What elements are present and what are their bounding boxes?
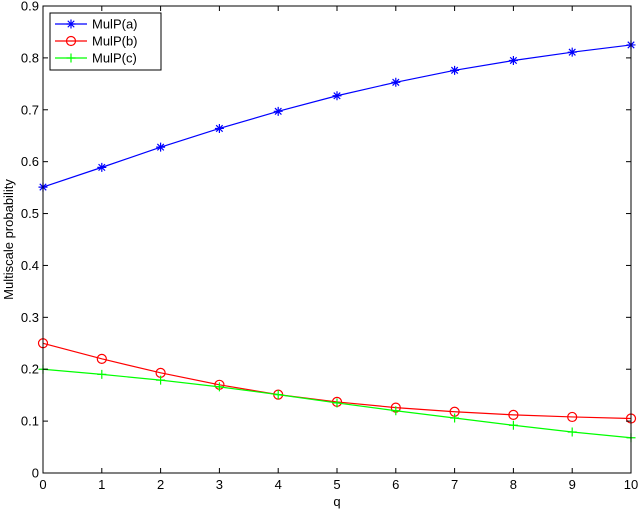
y-tick-label: 0.1 <box>21 414 39 429</box>
series-3-point-7 <box>450 413 460 423</box>
x-tick-label: 8 <box>510 477 517 492</box>
series-1-point-5 <box>332 91 342 101</box>
series-3-point-2 <box>156 375 166 385</box>
y-axis-label: Multiscale probability <box>1 179 16 300</box>
legend-marker-3 <box>66 53 76 63</box>
legend-item-2: MulP(b) <box>55 34 138 49</box>
series-1-point-7 <box>450 65 460 75</box>
legend-marker-2 <box>65 35 77 47</box>
series-3-point-9 <box>567 427 577 437</box>
x-tick-label: 6 <box>392 477 399 492</box>
x-tick-label: 4 <box>275 477 282 492</box>
axes-layer: 0 1 2 3 4 5 6 7 8 9 10 0 0.1 0.2 0.3 0.4 0.5 0.6 0.7 0.8 0.9 <box>21 0 638 492</box>
y-tick-label: 0.5 <box>21 206 39 221</box>
series-2-point-9 <box>567 411 578 423</box>
x-tick-label: 2 <box>157 477 164 492</box>
x-tick-label: 0 <box>39 477 46 492</box>
series-1-point-8 <box>508 55 518 65</box>
series-3-point-3 <box>214 382 224 392</box>
series-3-point-4 <box>273 390 283 400</box>
series-3-point-6 <box>391 406 401 416</box>
x-axis-label: q <box>333 494 340 509</box>
x-tick-label: 1 <box>98 477 105 492</box>
series-1-point-2 <box>156 142 166 152</box>
legend-marker-1 <box>66 19 76 29</box>
legend-item-1: MulP(a) <box>55 17 138 32</box>
series-1-point-9 <box>567 47 577 57</box>
series-1-point-4 <box>273 106 283 116</box>
series-1-point-1 <box>97 162 107 172</box>
x-tick-label: 10 <box>624 477 638 492</box>
x-tick-label: 9 <box>569 477 576 492</box>
y-tick-label: 0.4 <box>21 258 39 273</box>
series-1-point-3 <box>214 123 224 133</box>
y-tick-label: 0 <box>32 466 39 481</box>
y-tick-label: 0.8 <box>21 50 39 65</box>
y-tick-label: 0.2 <box>21 362 39 377</box>
series-1-point-6 <box>391 77 401 87</box>
legend-label-1: MulP(a) <box>92 17 138 32</box>
x-tick-label: 7 <box>451 477 458 492</box>
series-2-point-8 <box>508 409 519 420</box>
series-3-point-5 <box>332 398 342 408</box>
legend-label-3: MulP(c) <box>92 51 137 66</box>
y-tick-label: 0.9 <box>21 0 39 14</box>
series-3-point-8 <box>508 420 518 430</box>
y-tick-label: 0.6 <box>21 154 39 169</box>
legend-item-3: MulP(c) <box>55 51 137 66</box>
series-3 <box>38 364 636 443</box>
x-tick-label: 3 <box>216 477 223 492</box>
legend-label-2: MulP(b) <box>92 34 138 49</box>
y-tick-label: 0.7 <box>21 102 39 117</box>
y-tick-label: 0.3 <box>21 310 39 325</box>
plot-area <box>43 6 631 473</box>
series-2-point-1 <box>96 353 107 364</box>
legend: MulP(a) MulP(b) MulP(c) <box>49 12 162 71</box>
series-3-point-1 <box>97 369 107 379</box>
x-tick-label: 5 <box>333 477 340 492</box>
